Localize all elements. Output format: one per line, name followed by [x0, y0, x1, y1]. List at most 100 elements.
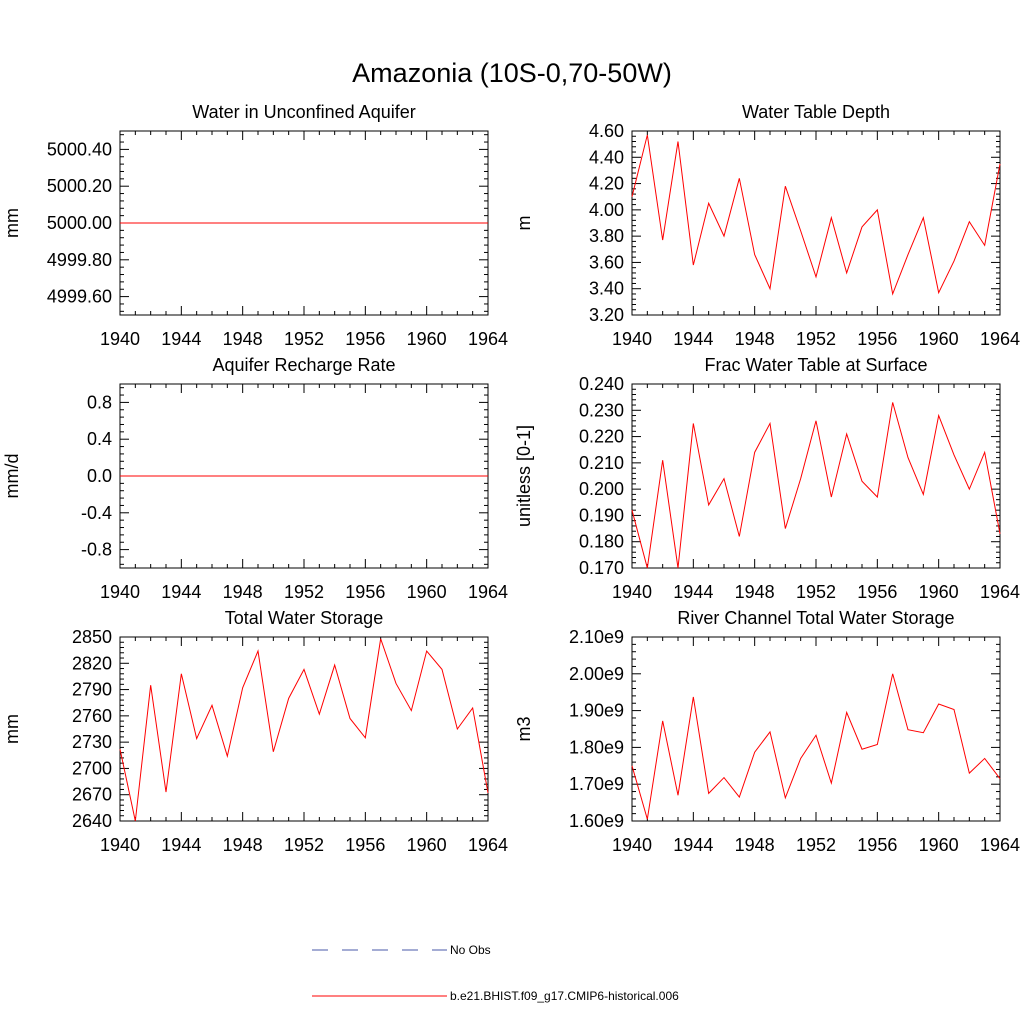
x-tick-label: 1952: [284, 329, 324, 349]
x-tick-label: 1940: [612, 329, 652, 349]
data-series-line: [631, 134, 1001, 296]
panel-title: Water in Unconfined Aquifer: [192, 102, 415, 122]
data-series-line: [119, 638, 489, 822]
panel-title: Total Water Storage: [225, 608, 383, 628]
x-tick-label: 1960: [407, 582, 447, 602]
y-tick-label: 4.00: [589, 200, 624, 220]
y-tick-label: 0.200: [579, 479, 624, 499]
x-tick-label: 1964: [468, 835, 508, 855]
panel-6: River Channel Total Water Storage m3 1940 1…: [514, 608, 1020, 855]
x-tick-label: 1956: [345, 582, 385, 602]
panel-4: Frac Water Table at Surface unitless [0-1…: [514, 355, 1020, 602]
y-tick-label: 2.00e9: [569, 664, 624, 684]
x-tick-label: 1964: [980, 835, 1020, 855]
figure-title: Amazonia (10S-0,70-50W): [352, 58, 672, 88]
x-tick-label: 1952: [796, 835, 836, 855]
x-tick-label: 1956: [345, 835, 385, 855]
data-series-line: [631, 402, 1001, 569]
panel-5: Total Water Storage mm 1940 1944 1948 1952 195…: [2, 608, 508, 855]
x-tick-label: 1948: [735, 582, 775, 602]
y-tick-label: 4.20: [589, 174, 624, 194]
x-tick-label: 1940: [612, 835, 652, 855]
x-tick-label: 1944: [161, 582, 201, 602]
y-tick-label: 0.180: [579, 532, 624, 552]
x-tick-label: 1940: [100, 329, 140, 349]
plot-frame: [631, 636, 1001, 822]
y-tick-label: 3.60: [589, 252, 624, 272]
x-tick-label: 1964: [468, 329, 508, 349]
x-tick-label: 1964: [980, 582, 1020, 602]
x-tick-label: 1964: [468, 582, 508, 602]
y-tick-label: 4999.60: [47, 287, 112, 307]
y-tick-label: 0.210: [579, 453, 624, 473]
y-tick-label: 2700: [72, 758, 112, 778]
x-tick-label: 1956: [345, 329, 385, 349]
y-tick-label: 1.60e9: [569, 811, 624, 831]
x-tick-label: 1944: [161, 329, 201, 349]
y-tick-label: 0.170: [579, 558, 624, 578]
y-tick-label: 2760: [72, 706, 112, 726]
panel-title: Water Table Depth: [742, 102, 890, 122]
y-axis-label: mm: [2, 714, 22, 744]
y-tick-label: -0.8: [81, 540, 112, 560]
y-tick-label: 1.80e9: [569, 737, 624, 757]
y-tick-label: 2730: [72, 732, 112, 752]
y-tick-label: 3.80: [589, 226, 624, 246]
y-tick-label: 2850: [72, 627, 112, 647]
x-tick-label: 1952: [796, 329, 836, 349]
x-tick-label: 1952: [284, 835, 324, 855]
panels-group: Water in Unconfined Aquifer mm 1940 1944 194…: [2, 102, 1020, 855]
y-tick-label: 0.190: [579, 505, 624, 525]
x-tick-label: 1948: [735, 329, 775, 349]
x-tick-label: 1948: [223, 329, 263, 349]
x-tick-label: 1940: [100, 582, 140, 602]
y-tick-label: 5000.40: [47, 139, 112, 159]
y-tick-label: 4999.80: [47, 250, 112, 270]
y-tick-label: 5000.20: [47, 176, 112, 196]
plot-frame: [119, 636, 489, 822]
x-tick-label: 1960: [407, 329, 447, 349]
data-series-line: [631, 673, 1001, 820]
y-tick-label: 3.40: [589, 279, 624, 299]
y-tick-label: 0.0: [87, 466, 112, 486]
x-tick-label: 1956: [857, 835, 897, 855]
y-tick-label: 1.70e9: [569, 774, 624, 794]
x-tick-label: 1960: [919, 329, 959, 349]
y-tick-label: 3.20: [589, 305, 624, 325]
y-tick-label: 0.220: [579, 427, 624, 447]
x-tick-label: 1960: [919, 835, 959, 855]
y-tick-label: 2640: [72, 811, 112, 831]
x-tick-label: 1960: [919, 582, 959, 602]
panel-1: Water in Unconfined Aquifer mm 1940 1944 194…: [2, 102, 508, 349]
x-tick-label: 1940: [612, 582, 652, 602]
legend-label-1: No Obs: [450, 943, 491, 957]
x-tick-label: 1956: [857, 329, 897, 349]
x-tick-label: 1960: [407, 835, 447, 855]
y-tick-label: 0.240: [579, 374, 624, 394]
y-axis-label: m3: [514, 716, 534, 741]
x-tick-label: 1940: [100, 835, 140, 855]
x-tick-label: 1944: [673, 835, 713, 855]
x-tick-label: 1944: [161, 835, 201, 855]
x-tick-label: 1964: [980, 329, 1020, 349]
x-tick-label: 1948: [223, 835, 263, 855]
x-tick-label: 1952: [284, 582, 324, 602]
y-tick-label: 5000.00: [47, 213, 112, 233]
y-tick-label: 0.8: [87, 392, 112, 412]
x-tick-label: 1944: [673, 582, 713, 602]
plot-frame: [631, 130, 1001, 316]
y-tick-label: 4.60: [589, 121, 624, 141]
y-axis-label: mm: [2, 208, 22, 238]
panel-title: Frac Water Table at Surface: [704, 355, 927, 375]
x-tick-label: 1944: [673, 329, 713, 349]
panel-3: Aquifer Recharge Rate mm/d 1940 1944 1948 195…: [2, 355, 508, 602]
panel-title: River Channel Total Water Storage: [677, 608, 954, 628]
y-axis-label: mm/d: [2, 454, 22, 499]
y-tick-label: -0.4: [81, 503, 112, 523]
y-tick-label: 2.10e9: [569, 627, 624, 647]
x-tick-label: 1948: [735, 835, 775, 855]
x-tick-label: 1948: [223, 582, 263, 602]
x-tick-label: 1952: [796, 582, 836, 602]
plot-frame: [631, 383, 1001, 569]
y-tick-label: 0.4: [87, 429, 112, 449]
